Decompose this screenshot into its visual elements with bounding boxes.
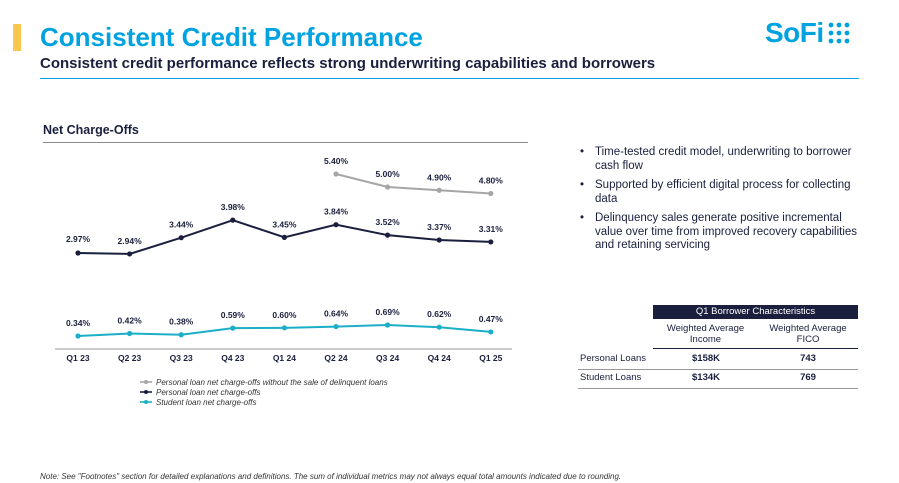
data-point: [385, 232, 391, 238]
x-tick-label: Q1 23: [66, 353, 89, 363]
data-point: [385, 322, 391, 328]
data-point: [75, 250, 81, 256]
data-label: 5.00%: [376, 169, 401, 179]
key-point: • Supported by efficient digital process …: [580, 179, 870, 206]
data-label: 3.37%: [427, 222, 452, 232]
title-accent-bar: [13, 24, 21, 51]
column-header-income: Weighted Average Income: [666, 323, 745, 345]
x-tick-label: Q3 24: [376, 353, 399, 363]
chart-title: Net Charge-Offs: [43, 123, 139, 137]
data-label: 2.97%: [66, 234, 91, 244]
data-point: [127, 330, 133, 337]
data-label: 0.60%: [272, 310, 297, 320]
key-point-text: Supported by efficient digital process f…: [595, 179, 851, 205]
data-point: [488, 190, 494, 197]
sofi-logo: SoFi: [765, 16, 850, 50]
data-label: 0.42%: [118, 315, 143, 325]
data-label: 3.44%: [169, 220, 194, 230]
key-point-text: Time-tested credit model, underwriting t…: [595, 146, 852, 172]
data-label: 0.59%: [221, 310, 246, 320]
data-label: 3.45%: [272, 219, 297, 229]
data-label: 0.62%: [427, 309, 452, 319]
data-label: 4.90%: [427, 172, 452, 182]
data-point: [75, 333, 81, 339]
row-label: Personal Loans: [580, 353, 647, 364]
data-label: 3.84%: [324, 207, 349, 217]
data-point: [281, 234, 287, 240]
income-value: $134K: [692, 372, 720, 383]
legend-label: Personal loan net charge-offs: [156, 388, 261, 397]
data-label: 3.31%: [479, 224, 504, 234]
x-tick-label: Q4 24: [428, 353, 451, 363]
column-header-divider: [653, 348, 858, 349]
data-point: [436, 187, 442, 193]
data-point: [178, 332, 184, 338]
logo-wordmark: SoFi: [765, 17, 824, 48]
legend-label: Personal loan net charge-offs without th…: [156, 378, 388, 387]
data-label: 0.38%: [169, 317, 194, 327]
data-point: [333, 171, 339, 177]
bullet-icon: •: [580, 179, 585, 191]
x-tick-label: Q4 23: [221, 353, 244, 363]
net-charge-offs-chart: Q1 23 Q2 23 Q3 23 Q4 23 Q1 24 Q2 24 Q3 24 Q4 24…: [55, 156, 512, 407]
data-point: [178, 235, 184, 241]
data-point: [436, 237, 442, 243]
data-label: 4.80%: [479, 176, 504, 186]
series-line: [335, 173, 491, 195]
row-divider: [578, 388, 858, 389]
data-label: 0.69%: [376, 307, 401, 317]
page-subtitle: Consistent credit performance reflects s…: [40, 55, 656, 72]
x-tick-label: Q2 23: [118, 353, 141, 363]
data-label: 5.40%: [324, 156, 349, 166]
data-point: [281, 325, 287, 331]
x-tick-label: Q3 23: [170, 353, 193, 363]
key-point-text: Delinquency sales generate positive incr…: [595, 212, 858, 251]
data-point: [385, 184, 391, 190]
x-tick-label: Q1 25: [479, 353, 502, 363]
data-point: [333, 222, 339, 228]
footnote: Note: See "Footnotes" section for detail…: [40, 472, 622, 481]
data-point: [488, 239, 494, 245]
legend-label: Student loan net charge-offs: [156, 398, 257, 407]
logo-dots-icon: [828, 22, 850, 44]
column-header-fico: Weighted Average FICO: [769, 323, 847, 345]
data-point: [436, 324, 442, 330]
data-label: 2.94%: [118, 236, 143, 246]
table-row: Personal Loans $158K 743: [578, 352, 858, 368]
fico-value: 769: [800, 372, 816, 383]
legend-swatch-dot: [144, 400, 148, 404]
fico-value: 743: [800, 353, 816, 364]
data-point: [230, 325, 236, 331]
data-point: [230, 217, 236, 223]
table-header: Q1 Borrower Characteristics: [653, 305, 858, 319]
data-label: 0.64%: [324, 309, 349, 319]
row-label: Student Loans: [580, 372, 642, 383]
table-row: Student Loans $134K 769: [578, 371, 858, 387]
bullet-icon: •: [580, 212, 585, 224]
income-value: $158K: [692, 353, 720, 364]
data-label: 3.52%: [376, 217, 401, 227]
row-divider: [578, 369, 858, 370]
key-points-list: • Time-tested credit model, underwriting …: [580, 146, 870, 259]
header-divider: [40, 78, 859, 79]
page-title: Consistent Credit Performance: [40, 22, 423, 52]
bullet-icon: •: [580, 146, 585, 158]
x-tick-label: Q2 24: [324, 353, 347, 363]
legend-swatch-dot: [144, 390, 148, 394]
key-point: • Time-tested credit model, underwriting …: [580, 146, 870, 173]
data-label: 0.47%: [479, 314, 504, 324]
x-tick-label: Q1 24: [273, 353, 296, 363]
data-point: [333, 323, 339, 330]
legend-swatch-dot: [144, 380, 148, 384]
data-label: 3.98%: [221, 202, 246, 212]
data-label: 0.34%: [66, 318, 91, 328]
chart-title-divider: [43, 142, 528, 143]
data-point: [127, 251, 133, 257]
data-point: [488, 329, 494, 335]
key-point: • Delinquency sales generate positive inc…: [580, 212, 870, 253]
